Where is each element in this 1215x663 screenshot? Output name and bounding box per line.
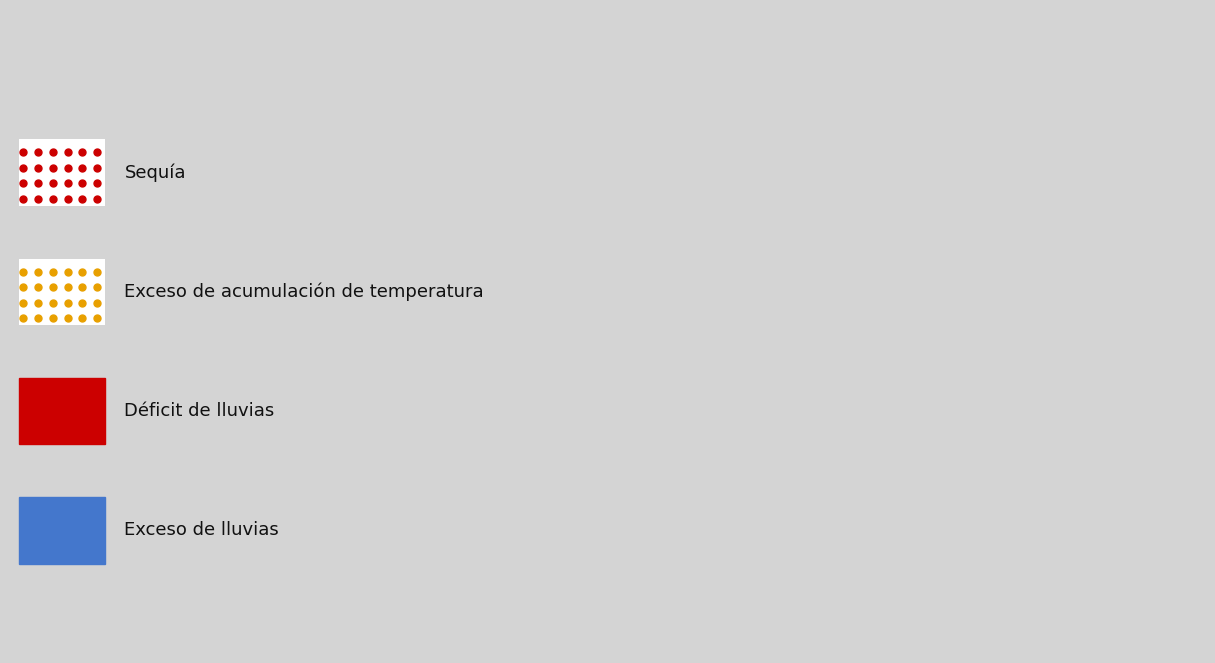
- Text: Déficit de lluvias: Déficit de lluvias: [124, 402, 275, 420]
- Text: Exceso de lluvias: Exceso de lluvias: [124, 521, 279, 540]
- FancyBboxPatch shape: [19, 139, 104, 206]
- Text: Sequía: Sequía: [124, 163, 186, 182]
- FancyBboxPatch shape: [19, 378, 104, 444]
- FancyBboxPatch shape: [19, 259, 104, 325]
- Text: Exceso de acumulación de temperatura: Exceso de acumulación de temperatura: [124, 282, 484, 301]
- FancyBboxPatch shape: [19, 497, 104, 564]
